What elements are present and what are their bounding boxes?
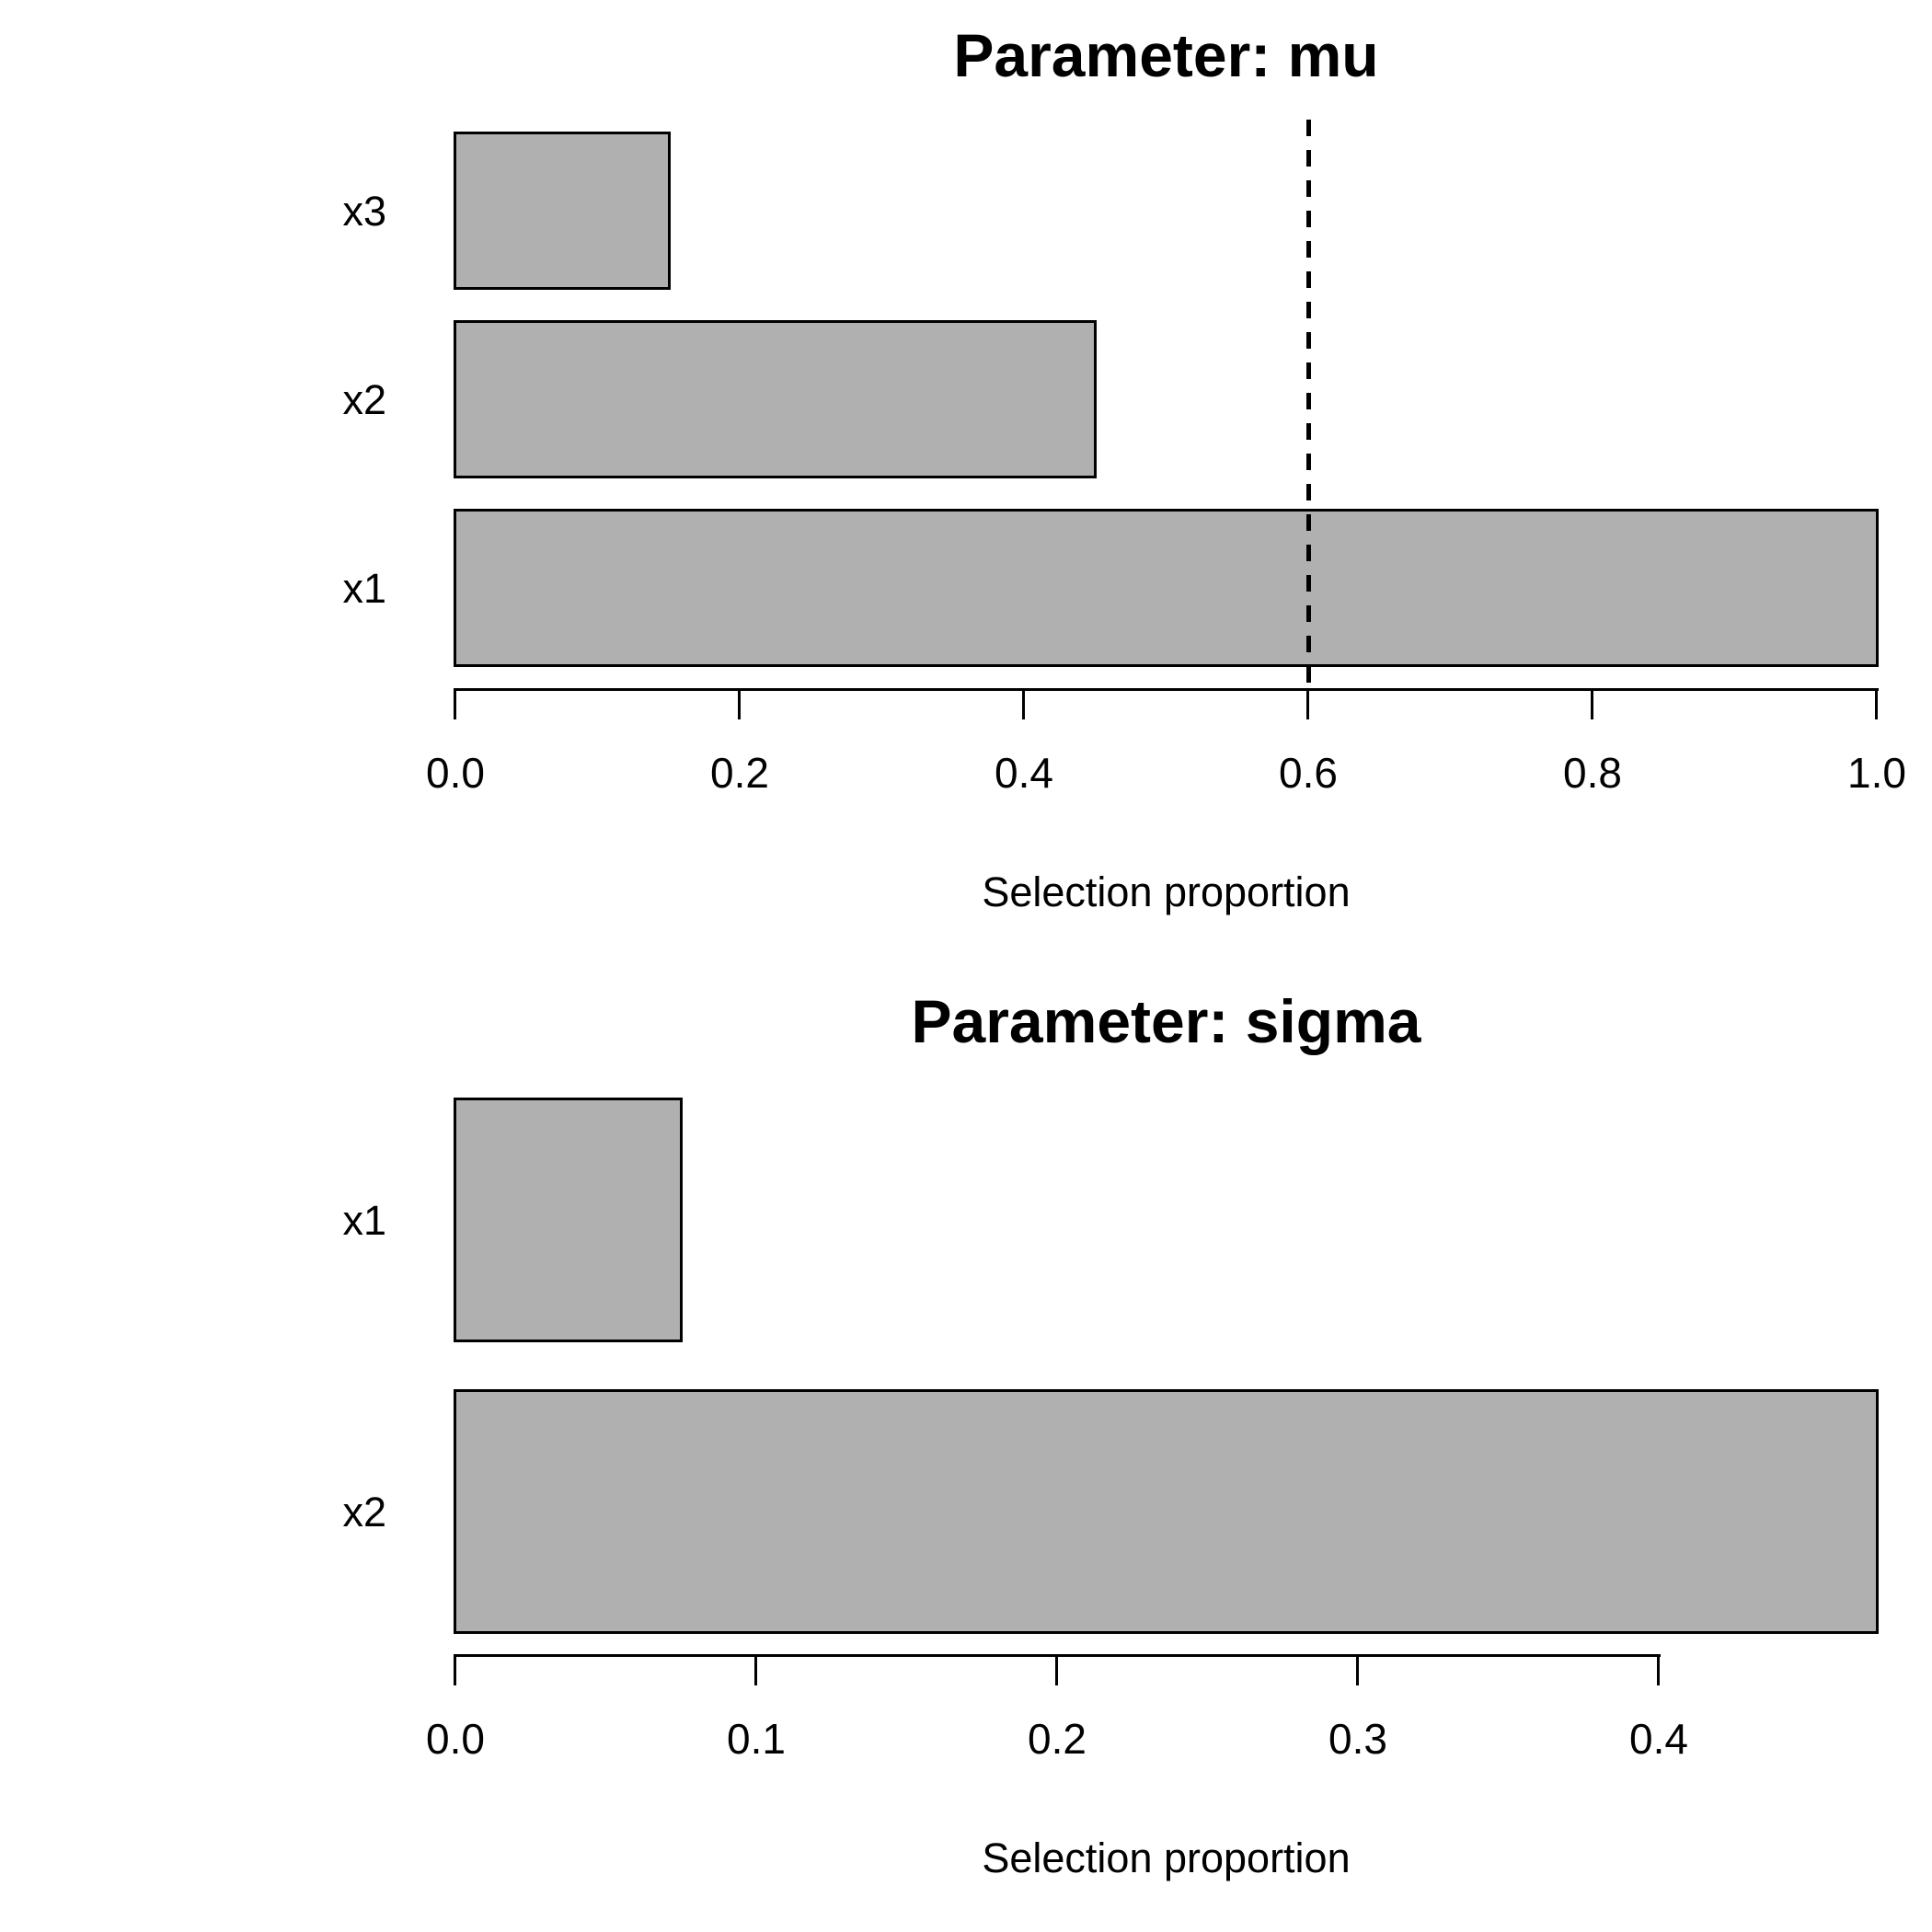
x-tick-label: 0.4 bbox=[1629, 1715, 1688, 1763]
x-tick-label: 0.4 bbox=[995, 749, 1053, 797]
x-tick-label: 0.2 bbox=[710, 749, 769, 797]
y-label-x2: x2 bbox=[342, 376, 386, 423]
x-tick bbox=[454, 1654, 456, 1685]
y-label-x2: x2 bbox=[342, 1489, 386, 1535]
x-tick-label: 0.0 bbox=[426, 1715, 485, 1763]
bar-x3 bbox=[454, 132, 671, 290]
y-label-x1: x1 bbox=[342, 1197, 386, 1244]
x-tick bbox=[1022, 688, 1025, 719]
x-tick bbox=[1875, 688, 1878, 719]
x-tick-label: 0.6 bbox=[1279, 749, 1338, 797]
x-tick-label: 0.1 bbox=[727, 1715, 786, 1763]
x-tick bbox=[1657, 1654, 1660, 1685]
x-axis-label-sigma: Selection proportion bbox=[982, 1834, 1351, 1881]
plot-area-sigma: x1 x2 0.0 0.1 0.2 0.3 0.4 bbox=[0, 966, 1932, 1932]
x-tick-label: 0.0 bbox=[426, 749, 485, 797]
x-tick bbox=[1356, 1654, 1359, 1685]
x-tick bbox=[1306, 688, 1309, 719]
bar-x2 bbox=[454, 320, 1097, 478]
x-axis-line bbox=[454, 688, 1879, 691]
chart-title-mu: Parameter: mu bbox=[953, 21, 1379, 89]
bar-x1 bbox=[454, 1098, 683, 1342]
x-tick-label: 0.3 bbox=[1328, 1715, 1387, 1763]
x-tick bbox=[454, 688, 456, 719]
x-tick bbox=[1055, 1654, 1058, 1685]
x-tick-label: 0.2 bbox=[1028, 1715, 1087, 1763]
x-axis-label-mu: Selection proportion bbox=[982, 868, 1351, 915]
panel-sigma: Parameter: sigma x1 x2 0.0 0.1 0.2 0.3 0.4 Sel… bbox=[0, 966, 1932, 1932]
x-tick bbox=[1591, 688, 1593, 719]
plot-area-mu: x3 x2 x1 0.0 0.2 0.4 0.6 0.8 1.0 bbox=[342, 120, 1906, 797]
x-tick-label: 0.8 bbox=[1563, 749, 1622, 797]
panel-mu: Parameter: mu x3 x2 x1 0.0 0.2 0.4 0.6 0.8 1.0 S… bbox=[342, 21, 1906, 915]
x-tick bbox=[738, 688, 741, 719]
x-tick-label: 1.0 bbox=[1847, 749, 1906, 797]
chart-title-sigma: Parameter: sigma bbox=[911, 987, 1421, 1055]
y-label-x1: x1 bbox=[342, 565, 386, 612]
x-tick bbox=[754, 1654, 757, 1685]
bar-x1 bbox=[454, 509, 1879, 667]
y-label-x3: x3 bbox=[342, 188, 386, 235]
bar-x2 bbox=[454, 1389, 1879, 1634]
cutoff-line bbox=[1306, 120, 1311, 688]
